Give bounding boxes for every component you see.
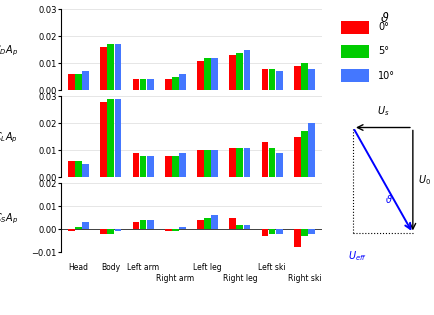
Text: Right arm: Right arm	[156, 274, 194, 283]
Bar	[100, 102, 107, 177]
Bar	[172, 156, 179, 177]
Bar	[301, 63, 308, 90]
Bar	[341, 69, 369, 82]
Bar	[230, 55, 236, 90]
Bar	[308, 229, 315, 234]
Bar	[147, 220, 154, 229]
Bar	[237, 225, 243, 229]
Bar	[269, 229, 276, 234]
Bar	[100, 47, 107, 90]
Bar	[140, 220, 146, 229]
Bar	[262, 229, 268, 236]
Bar	[197, 150, 204, 177]
Bar	[294, 137, 301, 177]
Bar	[230, 147, 236, 177]
Bar	[294, 66, 301, 90]
Bar	[132, 222, 139, 229]
Bar	[147, 156, 154, 177]
Bar	[140, 156, 146, 177]
Bar	[82, 72, 89, 90]
Bar	[237, 53, 243, 90]
Bar	[75, 227, 82, 229]
Bar	[211, 215, 218, 229]
Bar	[115, 44, 121, 90]
Bar	[204, 218, 211, 229]
Bar	[179, 153, 186, 177]
Bar	[262, 142, 268, 177]
Y-axis label: $\bar{C}_D A_p$: $\bar{C}_D A_p$	[0, 42, 18, 58]
Bar	[211, 150, 218, 177]
Bar	[243, 225, 250, 229]
Bar	[107, 229, 114, 234]
Y-axis label: $\bar{C}_L A_p$: $\bar{C}_L A_p$	[0, 129, 18, 145]
Bar	[172, 77, 179, 90]
Text: 10°: 10°	[378, 71, 395, 81]
Text: 5°: 5°	[378, 47, 389, 56]
Bar	[204, 58, 211, 90]
Bar	[243, 147, 250, 177]
Bar	[341, 45, 369, 58]
Bar	[308, 69, 315, 90]
Bar	[243, 50, 250, 90]
Bar	[262, 69, 268, 90]
Y-axis label: $\bar{C}_S A_p$: $\bar{C}_S A_p$	[0, 209, 18, 226]
Bar	[301, 229, 308, 236]
Bar	[165, 229, 171, 232]
Bar	[75, 74, 82, 90]
Bar	[68, 229, 75, 232]
Bar	[172, 229, 179, 232]
Bar	[115, 99, 121, 177]
Bar	[276, 229, 283, 234]
Bar	[204, 150, 211, 177]
Bar	[276, 72, 283, 90]
Text: 0°: 0°	[378, 22, 389, 32]
Bar	[132, 79, 139, 90]
Bar	[107, 99, 114, 177]
Text: $U_s$: $U_s$	[377, 104, 389, 118]
Text: Right leg: Right leg	[223, 274, 257, 283]
Bar	[82, 164, 89, 177]
Bar	[211, 58, 218, 90]
Bar	[68, 161, 75, 177]
Bar	[230, 218, 236, 229]
Bar	[82, 222, 89, 229]
Text: $U_0$: $U_0$	[418, 174, 431, 187]
Bar	[294, 229, 301, 247]
Bar	[100, 229, 107, 234]
Bar	[132, 153, 139, 177]
Text: Left leg: Left leg	[193, 263, 222, 272]
Text: Left arm: Left arm	[127, 263, 159, 272]
Text: Right ski: Right ski	[288, 274, 321, 283]
Bar	[179, 74, 186, 90]
Bar	[276, 153, 283, 177]
Bar	[269, 69, 276, 90]
Bar	[68, 74, 75, 90]
Bar	[165, 156, 171, 177]
Bar	[140, 79, 146, 90]
Text: Body: Body	[101, 263, 120, 272]
Text: $\vartheta$: $\vartheta$	[385, 193, 392, 205]
Text: $U_{eff}$: $U_{eff}$	[349, 249, 367, 263]
Bar	[237, 147, 243, 177]
Bar	[107, 44, 114, 90]
Bar	[197, 220, 204, 229]
Bar	[197, 60, 204, 90]
Text: Left ski: Left ski	[258, 263, 286, 272]
Text: ϑ: ϑ	[381, 12, 389, 25]
Bar	[75, 161, 82, 177]
Bar	[341, 21, 369, 34]
Bar	[269, 147, 276, 177]
Text: Head: Head	[69, 263, 89, 272]
Bar	[179, 227, 186, 229]
Bar	[165, 79, 171, 90]
Bar	[301, 131, 308, 177]
Bar	[147, 79, 154, 90]
Bar	[308, 123, 315, 177]
Bar	[115, 229, 121, 232]
